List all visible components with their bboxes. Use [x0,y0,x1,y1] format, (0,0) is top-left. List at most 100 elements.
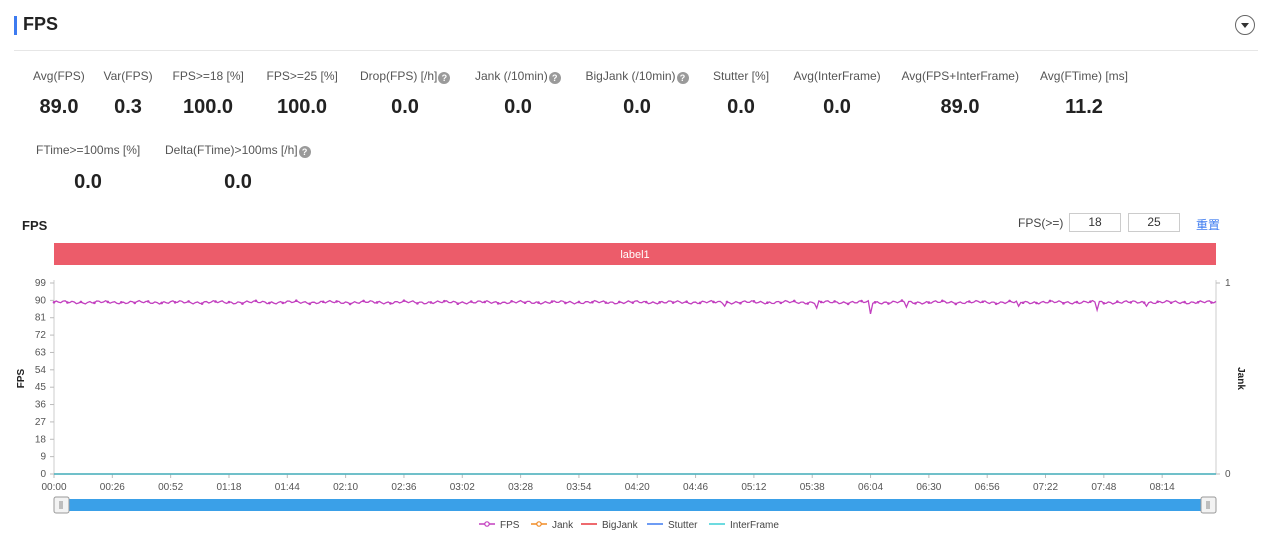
fps-point [658,301,661,304]
y2-axis-label: Jank [1235,367,1246,390]
fps-point [1089,300,1092,303]
x-tick-label: 03:28 [508,482,533,493]
help-icon[interactable]: ? [676,72,689,84]
x-tick-label: 05:38 [800,482,825,493]
metric-label: FPS>=25 [%] [266,69,338,83]
x-tick-label: 07:48 [1091,482,1116,493]
fps-point [456,302,460,306]
metric-value: 89.0 [39,96,79,118]
x-tick-label: 03:02 [450,482,475,493]
fps-point [119,300,123,304]
fps-point [927,301,931,304]
fps-point [954,302,958,306]
metric-value: 11.2 [1065,96,1103,118]
y-tick-label: 54 [35,365,47,376]
fps-point [1156,300,1159,303]
x-tick-label: 06:30 [916,482,941,493]
help-icon[interactable]: ? [298,146,311,158]
threshold-low-input[interactable]: 18 [1069,213,1121,232]
fps-point [1129,301,1133,304]
x-tick-label: 01:44 [275,482,300,493]
y-tick-label: 72 [35,330,47,341]
fps-point [712,300,715,304]
fps-point [402,299,406,302]
fps-point [294,299,298,303]
y-tick-label: 81 [35,313,47,324]
fps-point [443,299,446,303]
y-tick-label: 36 [35,400,47,411]
reset-link[interactable]: 重置 [1196,218,1221,232]
fps-point [698,301,702,305]
x-tick-label: 04:20 [625,482,650,493]
fps-point [52,300,56,304]
x-tick-label: 07:22 [1033,482,1058,493]
x-tick-label: 02:10 [333,482,358,493]
legend-label[interactable]: FPS [500,520,520,531]
section-accent-bar [14,16,17,35]
metric-label: Stutter [%] [713,69,770,83]
x-tick-label: 00:26 [100,482,125,493]
metric-label: Var(FPS) [103,69,153,83]
zoom-slider-track [54,499,1216,511]
legend-label[interactable]: InterFrame [730,520,779,531]
fps-point [792,299,796,303]
fps-point [1210,301,1213,304]
fps-point [1102,301,1106,305]
y-tick-label: 18 [35,434,47,445]
metric-value: 0.0 [391,96,419,118]
metric-label: Avg(FTime) [ms] [1040,69,1129,83]
fps-point [819,300,823,304]
fps-point [510,299,513,303]
fps-point [685,300,688,303]
legend-label[interactable]: Stutter [668,520,698,531]
fps-point [1035,301,1038,305]
x-tick-label: 00:52 [158,482,183,493]
chart-title: FPS [22,218,48,233]
fps-point [375,301,379,304]
fps-point [214,300,217,303]
legend-marker [536,521,542,527]
fps-point [133,301,137,305]
legend-label[interactable]: BigJank [602,520,639,531]
fps-point [900,299,904,302]
fps-point [146,300,150,303]
y-tick-label: 45 [35,382,47,393]
help-icon[interactable]: ? [438,72,451,84]
fps-point [1062,302,1065,305]
x-tick-label: 05:12 [741,482,766,493]
fps-point [321,300,325,304]
fps-point [1008,299,1011,303]
fps-point [268,301,271,305]
fps-point [833,300,836,303]
y2-tick-label: 1 [1225,278,1231,289]
fps-point [550,300,554,303]
section-title: FPS [23,14,59,34]
fps-point [577,300,581,304]
fps-point [227,300,231,304]
fps-point [93,301,96,305]
fps-point [362,299,365,303]
x-tick-label: 02:36 [391,482,416,493]
help-icon[interactable]: ? [548,72,561,84]
x-tick-label: 01:18 [216,482,241,493]
y-tick-label: 99 [35,278,47,289]
legend-label[interactable]: Jank [552,520,574,531]
y-tick-label: 27 [35,417,47,428]
fps-point [725,300,729,304]
fps-point [200,302,204,305]
y-tick-label: 9 [40,452,46,463]
fps-point [860,299,863,303]
fps-point [1048,299,1052,303]
fps-point [752,299,756,303]
metric-value: 100.0 [276,96,328,118]
threshold-high-input[interactable]: 25 [1128,213,1180,232]
fps-point [496,302,500,305]
fps-point [671,301,675,304]
chevron-down-icon[interactable] [1235,15,1255,35]
metric-label: Drop(FPS) [/h]? [360,69,451,84]
fps-point [537,301,540,304]
metric-label: FPS>=18 [%] [172,69,244,83]
x-tick-label: 04:46 [683,482,708,493]
threshold-label: FPS(>=) [1018,216,1064,230]
fps-point [806,302,810,305]
